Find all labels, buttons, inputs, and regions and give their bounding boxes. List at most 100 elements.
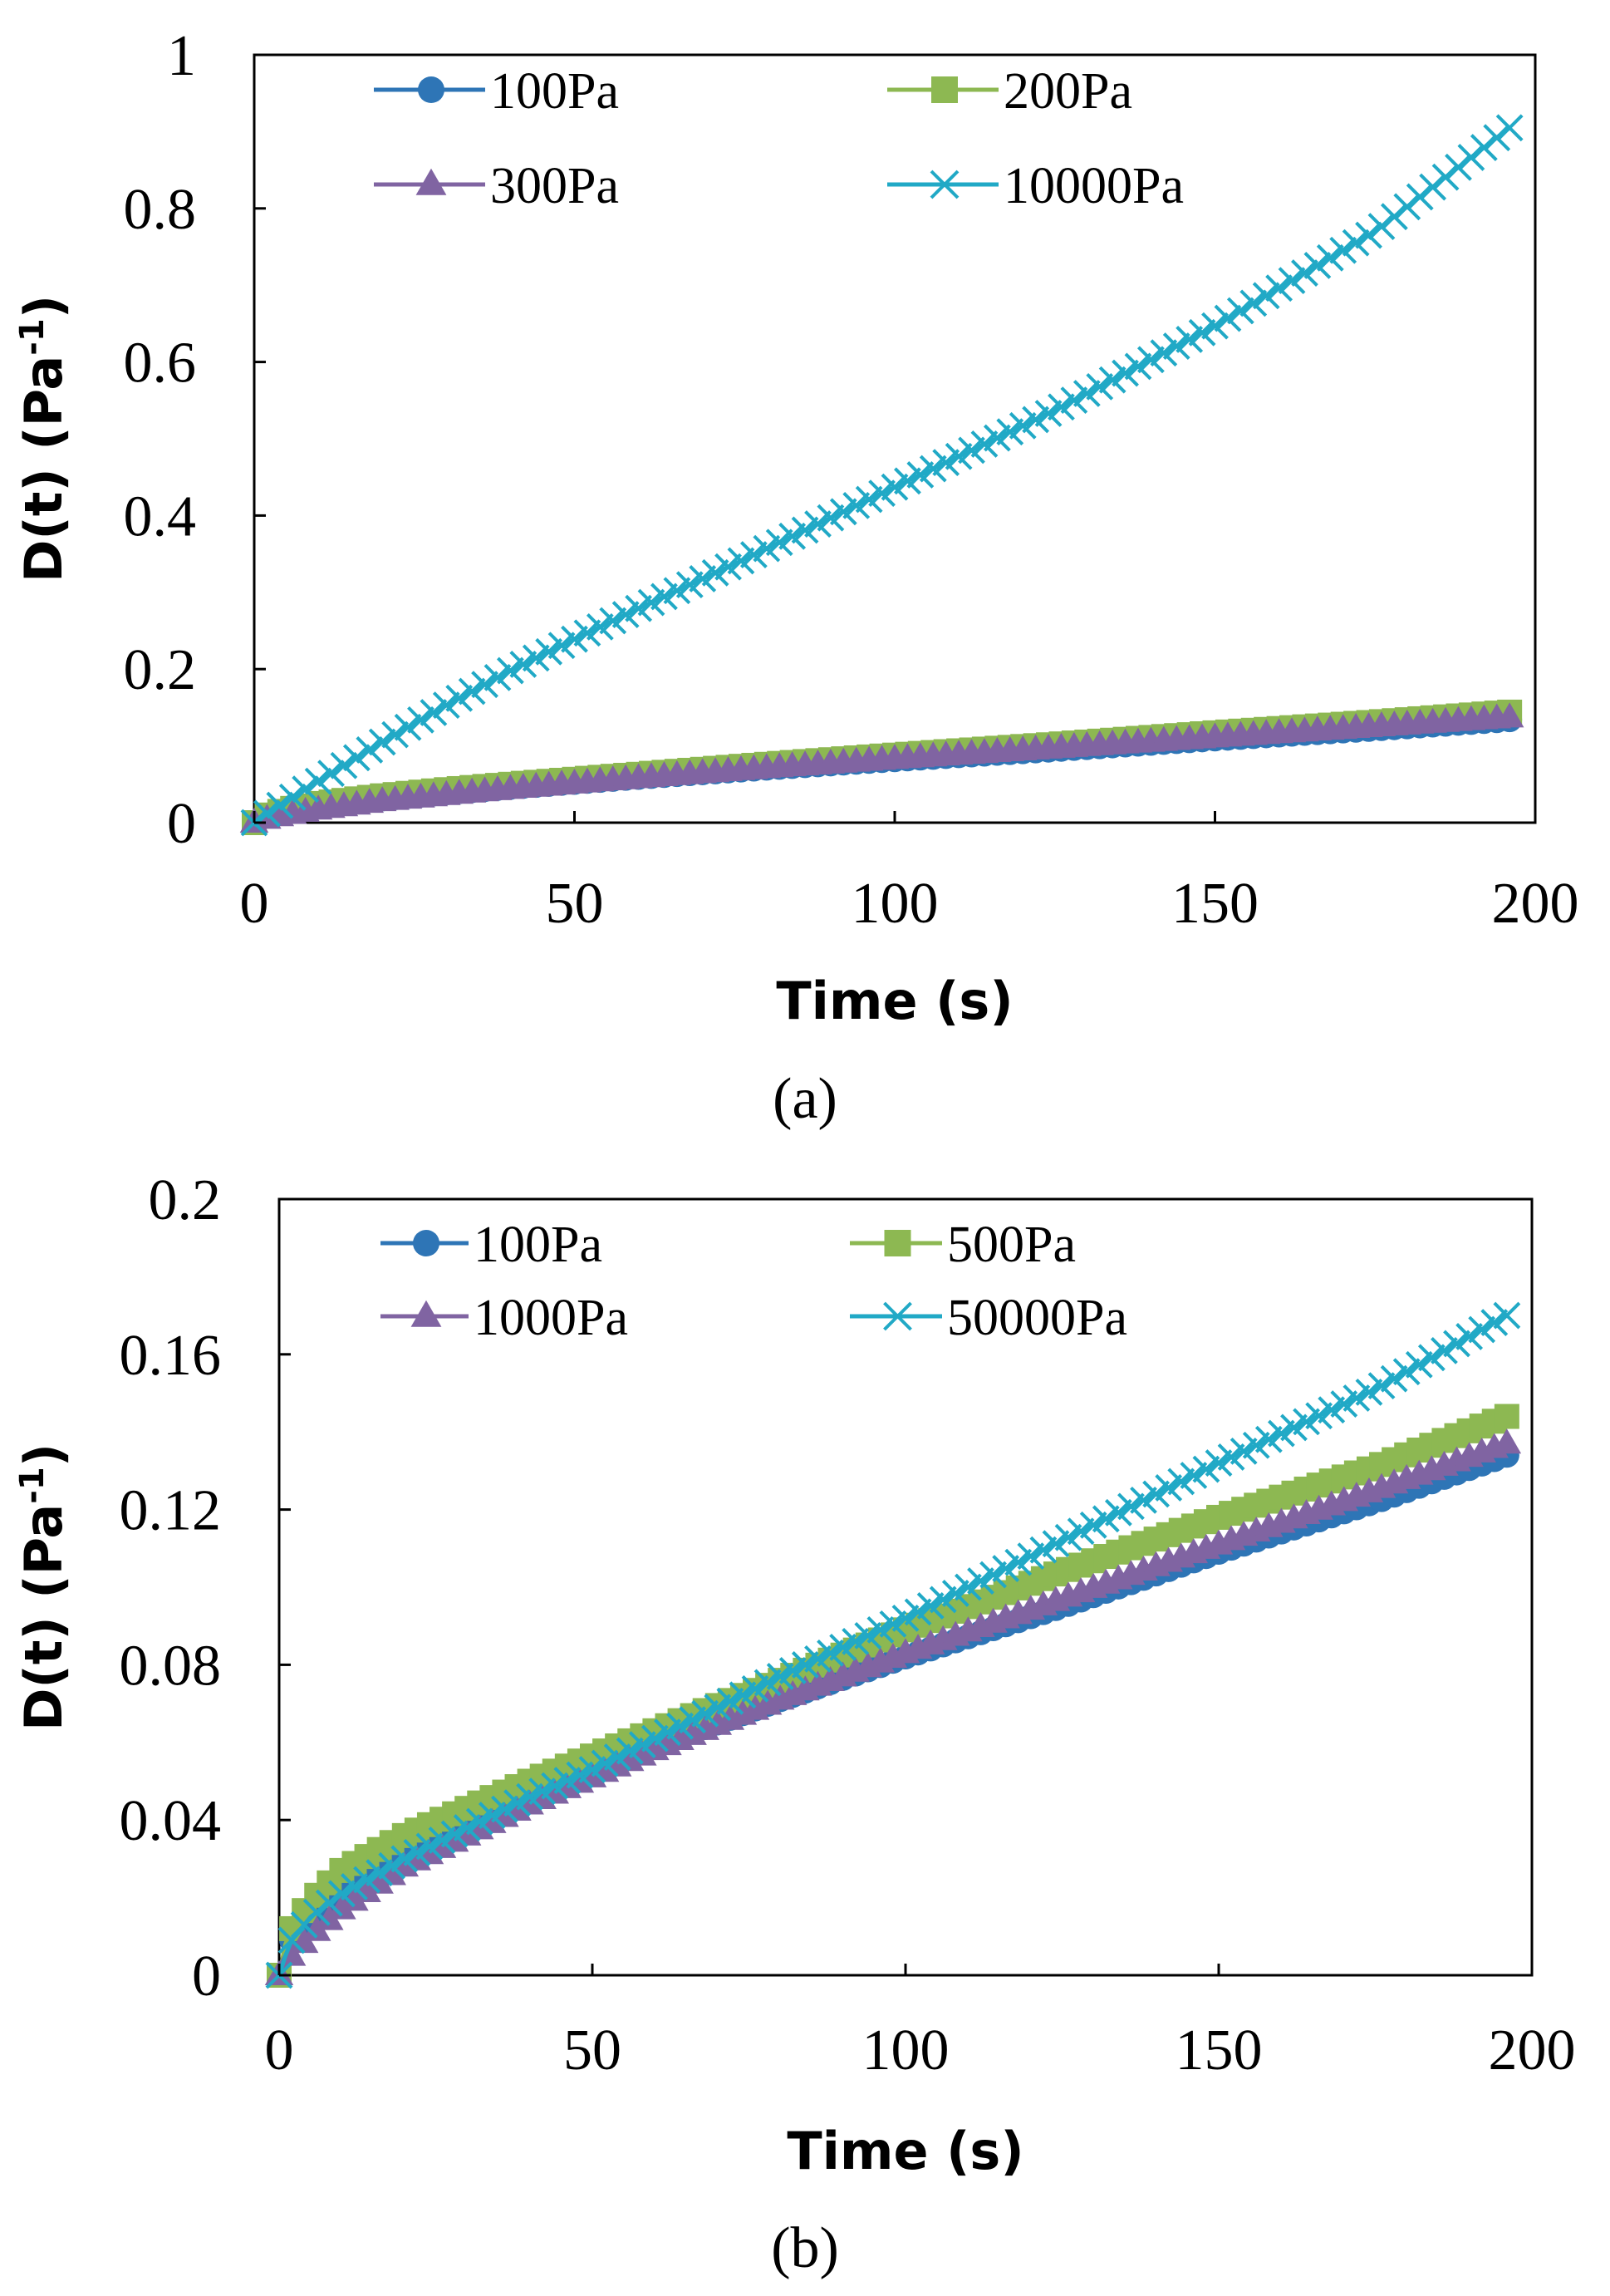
data-point <box>315 1889 343 1917</box>
data-point <box>278 783 307 811</box>
data-point <box>1214 304 1242 332</box>
legend-item-50000Pa: 50000Pa <box>850 1290 1127 1346</box>
y-tick-label: 0.2 <box>149 1168 222 1232</box>
data-point <box>1355 1378 1383 1406</box>
legend-item-200Pa: 200Pa <box>887 63 1132 120</box>
data-point <box>353 1866 380 1894</box>
y-tick-label: 0.04 <box>120 1789 222 1853</box>
data-point <box>1342 229 1370 257</box>
data-point <box>1060 386 1088 415</box>
legend-marker-x-icon <box>883 1301 912 1331</box>
data-point <box>1495 702 1524 728</box>
series-10000Pa <box>240 114 1524 837</box>
data-point <box>1393 193 1421 221</box>
data-point <box>1431 1336 1458 1364</box>
data-point <box>1124 352 1152 381</box>
series-50000Pa <box>265 1301 1521 1989</box>
data-point <box>1470 134 1498 161</box>
data-point <box>1316 243 1344 272</box>
data-point <box>340 1885 369 1911</box>
data-point <box>547 632 576 660</box>
x-tick-label: 100 <box>852 872 939 936</box>
ticks-layer-a: 0 50 100 150 200 0 0.2 0.4 0.6 0.8 1 <box>124 24 1579 936</box>
x-tick-label: 0 <box>240 872 269 936</box>
x-tick-label: 50 <box>546 872 604 936</box>
legend-label: 10000Pa <box>1004 158 1184 214</box>
legend-label: 500Pa <box>947 1217 1076 1273</box>
data-point <box>317 760 345 788</box>
y-tick-label: 0.6 <box>124 332 197 396</box>
data-point <box>1457 144 1485 171</box>
legend-item-10000Pa: 10000Pa <box>887 158 1184 214</box>
data-point <box>381 720 410 749</box>
data-point <box>1278 267 1306 295</box>
data-point <box>1112 359 1139 387</box>
data-point <box>407 706 434 734</box>
data-point <box>330 751 358 779</box>
series-1000Pa <box>264 1428 1522 1985</box>
legend-label: 200Pa <box>1004 63 1132 120</box>
data-point <box>445 684 474 712</box>
y-axis-title-b: D(t) (Pa-1) <box>13 1443 74 1731</box>
data-point <box>432 691 460 720</box>
data-point <box>1445 153 1472 181</box>
legend-marker-circle-icon <box>418 76 444 103</box>
data-point <box>522 644 550 672</box>
data-point <box>1406 183 1434 211</box>
data-point <box>366 1859 394 1887</box>
data-point <box>1329 236 1357 264</box>
data-point <box>378 1851 406 1880</box>
y-tick-label: 0.12 <box>120 1479 222 1543</box>
data-point <box>304 767 332 795</box>
data-point <box>1405 1350 1433 1379</box>
legend-label: 50000Pa <box>947 1290 1127 1346</box>
legend-marker-circle-icon <box>413 1230 439 1256</box>
legend-item-300Pa: 300Pa <box>374 158 619 214</box>
data-point <box>1417 1344 1446 1372</box>
y-tick-label: 0 <box>167 792 196 856</box>
y-tick-label: 0.08 <box>120 1634 222 1698</box>
data-point <box>356 735 384 764</box>
legend-a: 100Pa 200Pa 300Pa 10000Pa <box>374 63 1184 214</box>
data-point <box>1468 1315 1496 1344</box>
x-tick-label: 50 <box>563 2018 621 2082</box>
y-axis-title-a: D(t) (Pa-1) <box>13 295 74 583</box>
data-point <box>341 1873 368 1900</box>
data-point <box>420 699 448 726</box>
x-tick-label: 150 <box>1171 872 1259 936</box>
data-point <box>1265 274 1293 302</box>
data-point <box>1431 163 1460 191</box>
data-point <box>1086 372 1114 401</box>
data-point <box>1493 1301 1521 1330</box>
data-point <box>496 656 524 685</box>
data-point <box>1392 1358 1421 1386</box>
data-point <box>1419 173 1447 201</box>
legend-label: 300Pa <box>490 158 619 214</box>
y-tick-label: 0.2 <box>124 638 197 702</box>
legend-item-1000Pa: 1000Pa <box>380 1290 628 1346</box>
legend-marker-x-icon <box>930 170 960 199</box>
data-point <box>1443 1330 1470 1358</box>
panel-a: 0 50 100 150 200 0 0.2 0.4 0.6 0.8 1 100Pa 200Pa 300… <box>13 24 1579 1131</box>
data-point <box>458 677 486 706</box>
data-point <box>1226 297 1254 325</box>
series-300Pa <box>239 702 1524 833</box>
legend-marker-square-icon <box>884 1230 911 1256</box>
legend-item-500Pa: 500Pa <box>850 1217 1076 1273</box>
panel-b: 0 50 100 150 200 0 0.04 0.08 0.12 0.16 0.2 100Pa 50… <box>13 1168 1576 2280</box>
data-point <box>266 791 294 819</box>
data-point <box>1495 114 1524 142</box>
data-point <box>292 775 320 804</box>
data-point <box>1367 213 1396 240</box>
data-point <box>327 1880 356 1908</box>
x-axis-title-a: Time (s) <box>776 971 1013 1031</box>
data-point <box>1480 1309 1509 1336</box>
y-tick-label: 0.4 <box>124 484 197 548</box>
data-point <box>1188 318 1216 347</box>
x-tick-label: 200 <box>1489 2018 1576 2082</box>
data-point <box>1239 289 1268 317</box>
data-point <box>1455 1323 1484 1350</box>
y-tick-label: 0.16 <box>120 1324 222 1388</box>
data-point <box>1073 380 1101 407</box>
data-point <box>1303 252 1332 279</box>
